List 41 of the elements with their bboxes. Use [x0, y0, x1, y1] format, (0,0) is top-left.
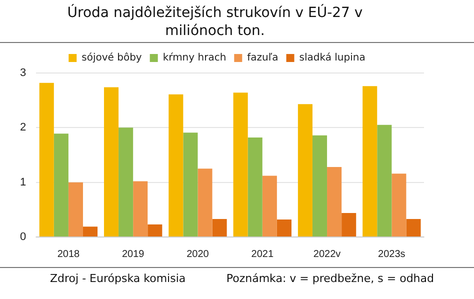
chart-title: Úroda najdôležitejších strukovín v EÚ-27 v miliónoch ton. — [66, 4, 364, 40]
bar — [82, 226, 98, 236]
bar — [342, 212, 356, 236]
bar — [104, 87, 119, 236]
bar — [148, 224, 162, 236]
x-tick-label: 2023s — [378, 248, 406, 260]
bar — [392, 174, 406, 236]
bar — [233, 92, 248, 236]
bar — [212, 218, 227, 236]
bar — [54, 134, 68, 236]
y-tick-label: 0 — [20, 231, 26, 244]
bar — [183, 132, 198, 236]
bar — [133, 181, 148, 236]
bar — [118, 128, 134, 236]
bar — [198, 168, 212, 236]
legend-label: sladká lupina — [299, 52, 366, 64]
x-tick-label: 2019 — [122, 248, 145, 260]
y-tick-label: 3 — [20, 67, 26, 80]
bar — [248, 138, 262, 236]
x-tick-label: 2020 — [186, 248, 210, 260]
bar — [168, 94, 184, 236]
bar — [298, 104, 312, 236]
bar — [262, 176, 277, 236]
bar — [327, 167, 342, 236]
bar — [362, 86, 378, 236]
x-tick-label: 2021 — [251, 248, 274, 260]
bar — [39, 82, 54, 236]
bar — [276, 220, 292, 236]
x-tick-label: 2018 — [57, 248, 80, 260]
x-tick-label: 2022v — [313, 248, 341, 260]
bar — [312, 135, 328, 236]
legend-label: sójové bôby — [82, 52, 142, 64]
legend-label: kŕmny hrach — [162, 52, 226, 64]
text: Zdroj - Európska komisia — [50, 272, 186, 285]
legend-label: fazuľa — [247, 52, 278, 64]
bar — [377, 124, 392, 236]
y-tick-label: 1 — [20, 176, 26, 188]
bar — [68, 182, 83, 236]
bar — [406, 218, 421, 236]
text: Poznámka: v = predbežne, s = odhad — [226, 272, 434, 285]
y-tick-label: 2 — [20, 122, 26, 134]
